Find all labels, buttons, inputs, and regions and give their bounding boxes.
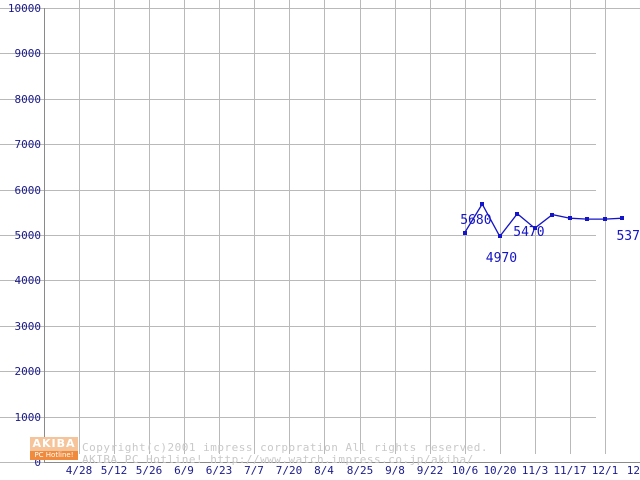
y-axis-tick-label: 8000 [14, 93, 42, 106]
gridline-vertical [79, 0, 80, 454]
data-point-marker [602, 217, 607, 222]
x-axis-tick-label: 5/12 [100, 464, 128, 477]
x-axis-tick-label: 12/8 [626, 464, 640, 477]
gridline-horizontal [0, 190, 596, 191]
data-point-marker [550, 212, 555, 217]
gridline-horizontal [0, 235, 596, 236]
x-axis-tick-label: 7/7 [244, 464, 264, 477]
y-axis-tick-label: 9000 [14, 47, 42, 60]
axis-top-border [44, 8, 640, 9]
gridline-horizontal [0, 53, 596, 54]
gridline-vertical [149, 0, 150, 454]
gridline-vertical [324, 0, 325, 454]
gridline-vertical [219, 0, 220, 454]
x-axis-tick-label: 8/25 [346, 464, 374, 477]
x-axis-tick-label: 10/20 [483, 464, 517, 477]
data-point-marker [462, 230, 467, 235]
y-axis-tick-label: 6000 [14, 184, 42, 197]
y-axis-tick-label: 0 [34, 456, 41, 469]
y-axis-tick-label: 10000 [7, 2, 41, 15]
gridline-horizontal [0, 99, 596, 100]
y-axis-tick-label: 2000 [14, 365, 42, 378]
y-axis-line [44, 8, 45, 463]
x-axis-tick-label: 7/20 [275, 464, 303, 477]
gridline-vertical [570, 0, 571, 454]
akiba-logo: AKIBA PC Hotline! [30, 437, 78, 461]
data-point-marker [620, 216, 625, 221]
data-point-label: 5370 [616, 229, 640, 245]
x-axis-tick-label: 6/23 [205, 464, 233, 477]
data-point-label: 4970 [485, 251, 518, 267]
copyright-line: Copyright(c)2001 impress corporation All… [82, 441, 488, 454]
y-axis-tick-label: 4000 [14, 274, 42, 287]
x-axis-tick-label: 6/9 [174, 464, 194, 477]
gridline-horizontal [0, 371, 596, 372]
y-axis-tick-label: 5000 [14, 229, 42, 242]
akiba-logo-main-text: AKIBA [32, 437, 76, 450]
gridline-vertical [254, 0, 255, 454]
site-url-line: AKIBA PC Hotline! http://www.watch.impre… [82, 453, 474, 466]
gridline-vertical [430, 0, 431, 454]
y-axis-tick-label: 1000 [14, 411, 42, 424]
gridline-vertical [465, 0, 466, 454]
gridline-vertical [114, 0, 115, 454]
gridline-vertical [395, 0, 396, 454]
x-axis-tick-label: 5/26 [135, 464, 163, 477]
x-axis-tick-label: 8/4 [314, 464, 334, 477]
data-point-marker [585, 217, 590, 222]
data-point-marker [567, 216, 572, 221]
gridline-vertical [184, 0, 185, 454]
x-axis-tick-label: 11/3 [521, 464, 549, 477]
data-point-label: 5470 [513, 224, 545, 240]
gridline-vertical [360, 0, 361, 454]
data-point-marker [480, 202, 485, 207]
gridline-horizontal [0, 417, 596, 418]
x-axis-tick-label: 12/1 [591, 464, 619, 477]
gridline-vertical [605, 0, 606, 454]
x-axis-tick-label: 10/6 [451, 464, 479, 477]
y-axis-tick-label: 3000 [14, 320, 42, 333]
x-axis-tick-label: 11/17 [553, 464, 587, 477]
gridline-vertical [500, 0, 501, 454]
gridline-horizontal [0, 280, 596, 281]
gridline-horizontal [0, 144, 596, 145]
akiba-logo-sub-text: PC Hotline! [34, 451, 74, 459]
x-axis-tick-label: 4/28 [65, 464, 93, 477]
x-axis-tick-label: 9/8 [385, 464, 405, 477]
gridline-vertical [289, 0, 290, 454]
akiba-logo-sub: PC Hotline! [30, 451, 78, 460]
x-axis-line [44, 462, 640, 463]
data-point-marker [497, 234, 502, 239]
data-point-label: 5680 [460, 213, 492, 229]
gridline-horizontal [0, 326, 596, 327]
y-axis-tick-label: 7000 [14, 138, 42, 151]
akiba-logo-main: AKIBA [30, 437, 78, 451]
x-axis-tick-label: 9/22 [416, 464, 444, 477]
data-point-marker [532, 226, 537, 231]
data-point-marker [515, 211, 520, 216]
